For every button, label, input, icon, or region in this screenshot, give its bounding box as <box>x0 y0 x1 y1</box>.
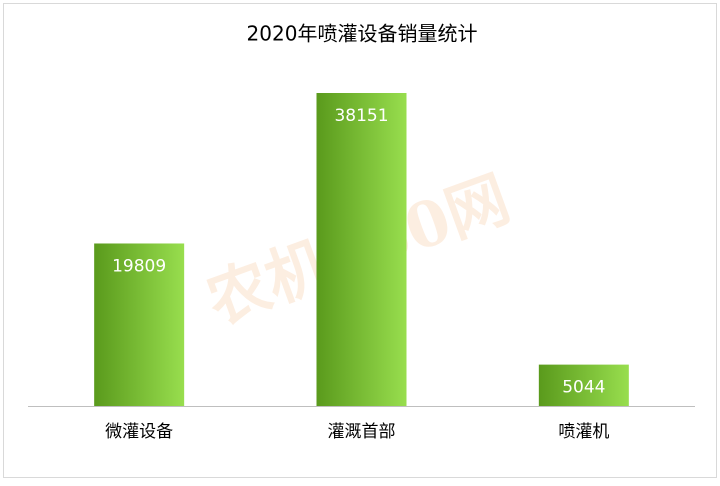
data-label: 5044 <box>562 378 605 398</box>
bar <box>94 243 185 406</box>
data-label: 19809 <box>112 256 166 276</box>
chart-title: 2020年喷灌设备销量统计 <box>247 22 478 46</box>
bar <box>316 93 407 406</box>
x-tick-label: 灌溉首部 <box>328 422 396 442</box>
x-tick-label: 微灌设备 <box>105 422 173 442</box>
x-tick-label: 喷灌机 <box>558 422 609 442</box>
bar <box>538 364 629 406</box>
data-label: 38151 <box>334 106 388 126</box>
